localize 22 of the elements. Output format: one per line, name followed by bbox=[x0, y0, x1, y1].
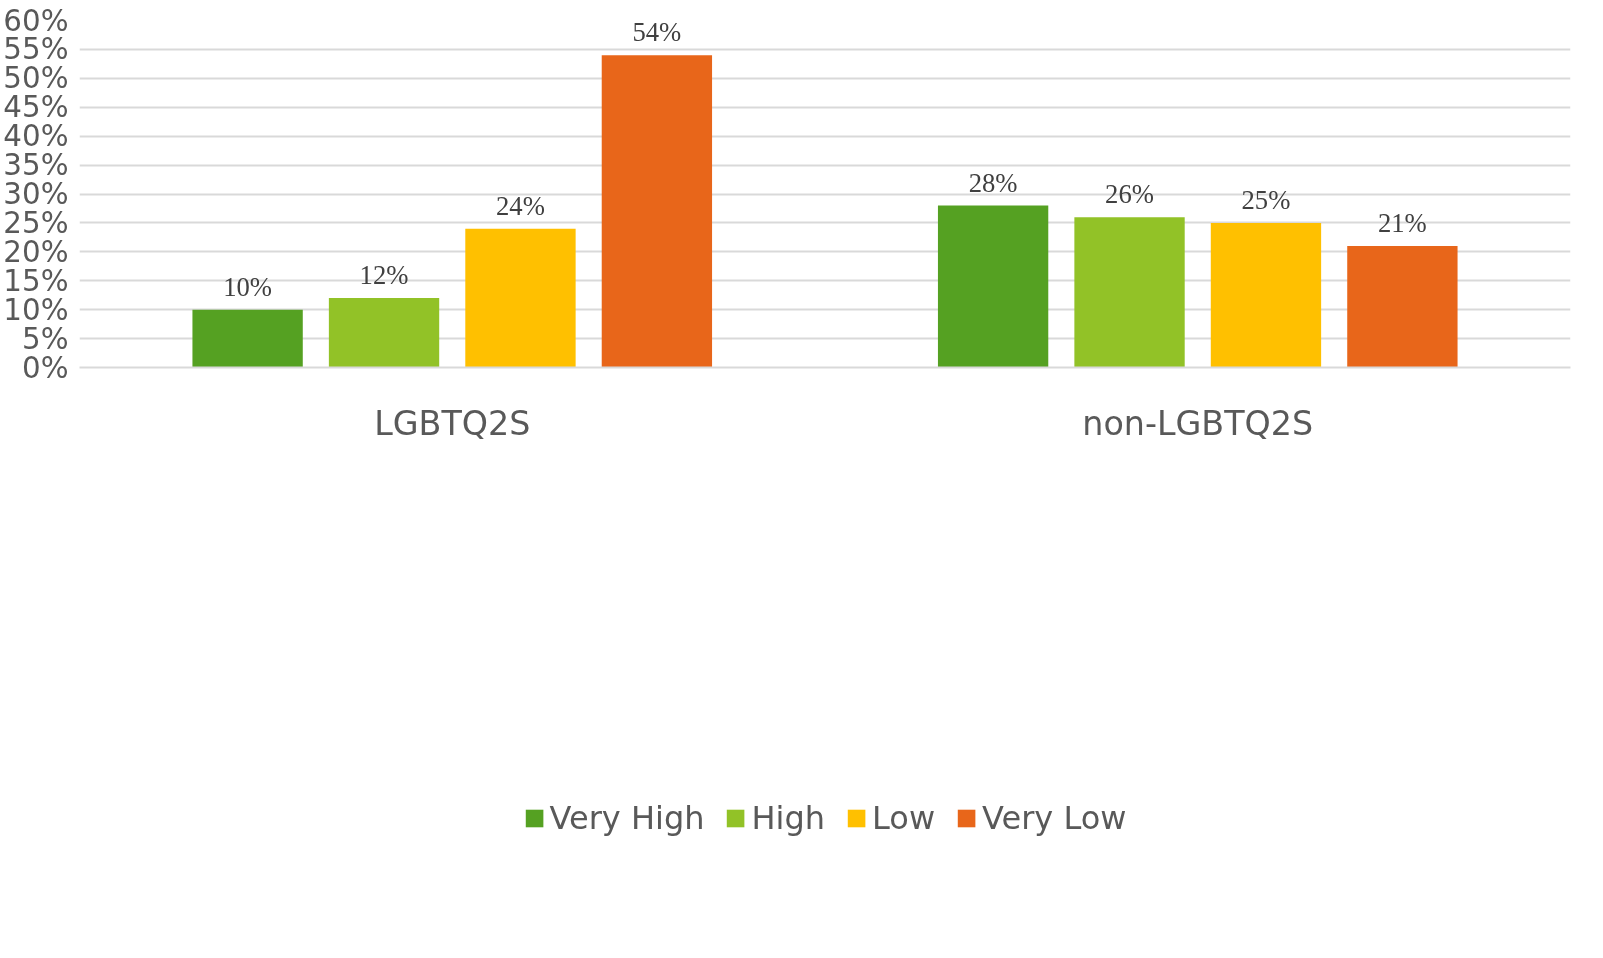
bar bbox=[1347, 246, 1458, 368]
bar bbox=[601, 55, 713, 368]
data-label: 25% bbox=[1241, 184, 1291, 215]
bar bbox=[1210, 222, 1322, 368]
bar bbox=[1074, 217, 1185, 368]
data-label: 26% bbox=[1105, 179, 1154, 210]
bar bbox=[937, 205, 1049, 368]
legend-label: Low bbox=[872, 799, 936, 837]
x-tick-label: non-LGBTQ2S bbox=[1082, 403, 1314, 443]
data-label: 21% bbox=[1377, 208, 1427, 239]
legend-label: Very High bbox=[549, 799, 705, 837]
data-label: 54% bbox=[632, 17, 682, 48]
x-tick-label: LGBTQ2S bbox=[374, 403, 531, 443]
data-label: 10% bbox=[223, 271, 273, 302]
data-label: 28% bbox=[968, 167, 1018, 198]
bar bbox=[192, 309, 303, 368]
bar bbox=[328, 298, 440, 368]
data-label: 12% bbox=[359, 260, 409, 291]
data-label: 24% bbox=[496, 190, 545, 221]
bar bbox=[465, 228, 576, 368]
legend-label: Very Low bbox=[982, 799, 1127, 837]
legend-label: High bbox=[751, 799, 826, 837]
